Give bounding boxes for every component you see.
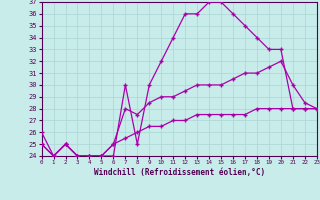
X-axis label: Windchill (Refroidissement éolien,°C): Windchill (Refroidissement éolien,°C) bbox=[94, 168, 265, 177]
